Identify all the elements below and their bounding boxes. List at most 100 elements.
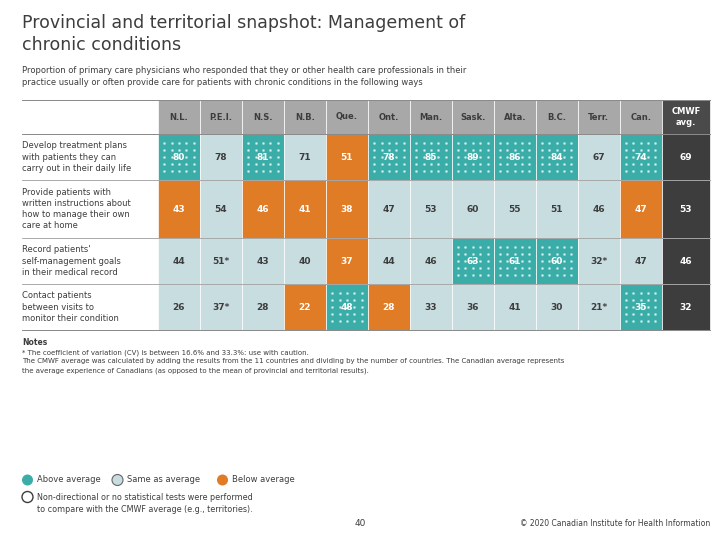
Circle shape <box>22 475 33 485</box>
Bar <box>452 134 494 180</box>
Bar <box>662 238 710 284</box>
Text: Below average: Below average <box>232 476 294 484</box>
Text: 33: 33 <box>425 302 437 312</box>
Text: 55: 55 <box>508 205 521 213</box>
Text: Non-directional or no statistical tests were performed
to compare with the CMWF : Non-directional or no statistical tests … <box>37 493 253 514</box>
Bar <box>326 134 368 180</box>
Text: Same as average: Same as average <box>127 476 200 484</box>
Bar <box>620 134 662 180</box>
Bar <box>662 180 710 238</box>
Text: 84: 84 <box>551 152 563 161</box>
Text: 53: 53 <box>680 205 692 213</box>
Text: 85: 85 <box>425 152 437 161</box>
Text: Man.: Man. <box>419 112 442 122</box>
Text: 47: 47 <box>634 256 647 266</box>
Text: Can.: Can. <box>630 112 651 122</box>
Bar <box>158 100 200 134</box>
Text: 44: 44 <box>173 256 185 266</box>
Bar <box>200 180 242 238</box>
Bar <box>536 284 577 330</box>
Bar <box>620 284 662 330</box>
Bar <box>536 180 577 238</box>
Text: 48: 48 <box>341 302 354 312</box>
Text: 46: 46 <box>256 205 269 213</box>
Bar <box>242 180 284 238</box>
Text: 32: 32 <box>680 302 692 312</box>
Text: 43: 43 <box>173 205 185 213</box>
Text: Develop treatment plans
with patients they can
carry out in their daily life: Develop treatment plans with patients th… <box>22 141 131 173</box>
Circle shape <box>22 491 33 503</box>
Bar <box>326 238 368 284</box>
Text: 54: 54 <box>215 205 228 213</box>
Text: 47: 47 <box>382 205 395 213</box>
Bar <box>452 284 494 330</box>
Text: Que.: Que. <box>336 112 358 122</box>
Bar <box>536 238 577 284</box>
Bar <box>200 134 242 180</box>
Text: B.C.: B.C. <box>547 112 567 122</box>
Bar <box>577 100 620 134</box>
Text: Notes: Notes <box>22 338 48 347</box>
Text: 51: 51 <box>341 152 353 161</box>
Text: 37: 37 <box>341 256 354 266</box>
Text: CMWF
avg.: CMWF avg. <box>671 107 701 127</box>
Bar <box>200 284 242 330</box>
Bar <box>284 134 326 180</box>
Text: 47: 47 <box>634 205 647 213</box>
Text: 46: 46 <box>593 205 605 213</box>
Text: © 2020 Canadian Institute for Health Information: © 2020 Canadian Institute for Health Inf… <box>520 519 710 528</box>
Text: 51: 51 <box>551 205 563 213</box>
Bar <box>620 100 662 134</box>
Text: 61: 61 <box>508 256 521 266</box>
Bar <box>494 134 536 180</box>
Text: Record patients'
self-management goals
in their medical record: Record patients' self-management goals i… <box>22 245 121 276</box>
Bar <box>242 238 284 284</box>
Bar <box>326 284 368 330</box>
Bar <box>577 284 620 330</box>
Text: 41: 41 <box>508 302 521 312</box>
Bar <box>536 100 577 134</box>
Text: 71: 71 <box>299 152 311 161</box>
Text: 81: 81 <box>257 152 269 161</box>
Bar <box>284 100 326 134</box>
Bar <box>368 134 410 180</box>
Text: 28: 28 <box>382 302 395 312</box>
Bar <box>158 180 200 238</box>
Text: 86: 86 <box>508 152 521 161</box>
Text: The CMWF average was calculated by adding the results from the 11 countries and : The CMWF average was calculated by addin… <box>22 358 564 364</box>
Text: Sask.: Sask. <box>460 112 485 122</box>
Text: the average experience of Canadians (as opposed to the mean of provincial and te: the average experience of Canadians (as … <box>22 367 369 374</box>
Bar <box>284 284 326 330</box>
Text: 40: 40 <box>354 519 366 528</box>
Text: Provincial and territorial snapshot: Management of: Provincial and territorial snapshot: Man… <box>22 14 465 32</box>
Text: 51*: 51* <box>212 256 230 266</box>
Bar <box>494 100 536 134</box>
Bar <box>410 238 452 284</box>
Text: N.S.: N.S. <box>253 112 273 122</box>
Bar <box>662 284 710 330</box>
Text: 22: 22 <box>299 302 311 312</box>
Bar <box>452 100 494 134</box>
Text: 74: 74 <box>634 152 647 161</box>
Bar <box>368 284 410 330</box>
Bar <box>620 238 662 284</box>
Bar <box>368 180 410 238</box>
Bar <box>326 100 368 134</box>
Text: 28: 28 <box>257 302 269 312</box>
Text: 44: 44 <box>382 256 395 266</box>
Text: 60: 60 <box>551 256 563 266</box>
Circle shape <box>217 475 228 485</box>
Text: 67: 67 <box>593 152 605 161</box>
Text: Terr.: Terr. <box>588 112 609 122</box>
Text: 26: 26 <box>173 302 185 312</box>
Text: Above average: Above average <box>37 476 101 484</box>
Bar <box>494 238 536 284</box>
Text: 35: 35 <box>634 302 647 312</box>
Text: 40: 40 <box>299 256 311 266</box>
Text: N.L.: N.L. <box>170 112 189 122</box>
Bar <box>494 284 536 330</box>
Bar <box>410 180 452 238</box>
Text: P.E.I.: P.E.I. <box>210 112 233 122</box>
Bar <box>284 180 326 238</box>
Text: * The coefficient of variation (CV) is between 16.6% and 33.3%: use with caution: * The coefficient of variation (CV) is b… <box>22 349 309 355</box>
